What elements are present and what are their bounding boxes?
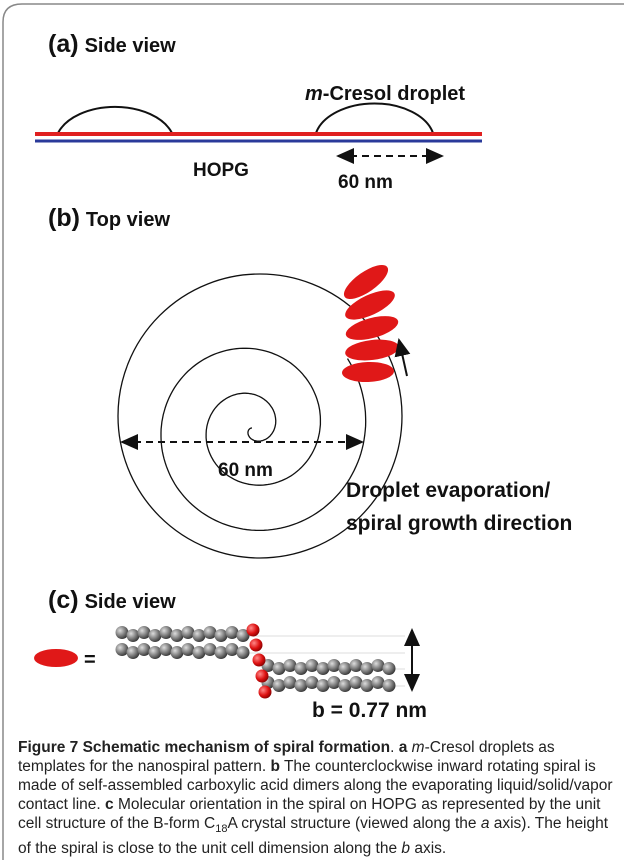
atom bbox=[306, 676, 319, 689]
atom bbox=[328, 659, 341, 672]
droplet-ellipse bbox=[342, 361, 395, 383]
legend-ellipse bbox=[34, 649, 78, 667]
caption: Figure 7 Schematic mechanism of spiral f… bbox=[18, 738, 614, 858]
atom bbox=[273, 679, 286, 692]
atom bbox=[284, 676, 297, 689]
atom bbox=[273, 662, 286, 675]
caption-run: b bbox=[270, 758, 279, 775]
atom bbox=[116, 626, 129, 639]
atom bbox=[317, 662, 330, 675]
figure: (a)Side view m-Cresol droplet HOPG 60 nm… bbox=[0, 0, 624, 866]
caption-run: m bbox=[412, 739, 425, 756]
atom bbox=[226, 626, 239, 639]
atom bbox=[171, 629, 184, 642]
atom bbox=[253, 654, 266, 667]
atom bbox=[116, 643, 129, 656]
atom bbox=[160, 626, 173, 639]
panel-title: Side view bbox=[85, 591, 177, 613]
atom bbox=[317, 679, 330, 692]
equals-sign: = bbox=[84, 649, 96, 671]
droplet bbox=[316, 103, 433, 133]
atom bbox=[372, 676, 385, 689]
atom bbox=[284, 659, 297, 672]
dimension-label: b = 0.77 nm bbox=[312, 699, 427, 722]
atom bbox=[306, 659, 319, 672]
atom bbox=[259, 686, 272, 699]
droplet-group bbox=[339, 259, 401, 383]
molecule-model bbox=[116, 624, 406, 699]
panel-heading: (b) Top view bbox=[48, 204, 170, 232]
atom bbox=[237, 646, 250, 659]
panel-heading: (c) Side view bbox=[48, 586, 176, 614]
atom bbox=[226, 643, 239, 656]
atom bbox=[350, 676, 363, 689]
caption-run: 18 bbox=[215, 823, 227, 835]
annotation: m-Cresol droplet bbox=[305, 83, 465, 105]
panel-title: Side view bbox=[85, 35, 177, 57]
annotation-text: -Cresol droplet bbox=[323, 83, 466, 105]
annotation: spiral growth direction bbox=[346, 512, 572, 535]
atom bbox=[295, 662, 308, 675]
annotation-italic: m bbox=[305, 83, 323, 105]
growth-arrow bbox=[399, 340, 407, 376]
caption-run: . bbox=[390, 739, 399, 756]
page: (a)Side view m-Cresol droplet HOPG 60 nm… bbox=[0, 0, 624, 866]
panel-label: (a) bbox=[48, 30, 79, 58]
atom bbox=[383, 679, 396, 692]
atom bbox=[138, 643, 151, 656]
atom bbox=[215, 629, 228, 642]
atom bbox=[339, 679, 352, 692]
atom bbox=[361, 662, 374, 675]
caption-run: axis. bbox=[410, 840, 446, 857]
atom bbox=[182, 626, 195, 639]
atom bbox=[182, 643, 195, 656]
atom bbox=[204, 643, 217, 656]
atom bbox=[204, 626, 217, 639]
atom bbox=[339, 662, 352, 675]
atom bbox=[295, 679, 308, 692]
atom bbox=[247, 624, 260, 637]
panel-label: (b) bbox=[48, 204, 80, 232]
atom bbox=[350, 659, 363, 672]
atom bbox=[256, 670, 269, 683]
panel-heading: (a) Side view bbox=[48, 30, 176, 58]
atom bbox=[171, 646, 184, 659]
spiral bbox=[161, 348, 366, 530]
annotation: Droplet evaporation/ bbox=[346, 479, 550, 502]
atom bbox=[215, 646, 228, 659]
atom bbox=[149, 629, 162, 642]
droplet bbox=[58, 107, 172, 133]
atom bbox=[328, 676, 341, 689]
panel-title: Top view bbox=[86, 209, 171, 231]
atom bbox=[193, 629, 206, 642]
atom bbox=[160, 643, 173, 656]
panel-label: (c) bbox=[48, 586, 79, 614]
atom bbox=[361, 679, 374, 692]
atom bbox=[193, 646, 206, 659]
scale-label: 60 nm bbox=[338, 172, 393, 193]
atom bbox=[138, 626, 151, 639]
scale-label: 60 nm bbox=[218, 460, 273, 481]
atom bbox=[149, 646, 162, 659]
substrate-label: HOPG bbox=[193, 160, 249, 181]
caption-run: Figure 7 Schematic mechanism of spiral f… bbox=[18, 739, 390, 756]
caption-run: A crystal structure (viewed along the bbox=[228, 815, 481, 832]
caption-run: c bbox=[105, 796, 114, 813]
caption-run: b bbox=[401, 840, 410, 857]
droplet-ellipse bbox=[344, 337, 400, 363]
atom bbox=[372, 659, 385, 672]
atom bbox=[383, 662, 396, 675]
atom bbox=[127, 646, 140, 659]
atom bbox=[250, 639, 263, 652]
atom bbox=[127, 629, 140, 642]
